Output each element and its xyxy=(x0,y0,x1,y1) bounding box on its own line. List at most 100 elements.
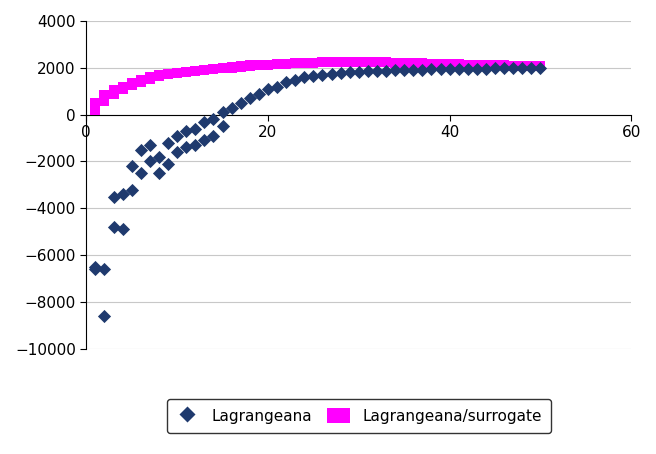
Point xyxy=(190,67,201,74)
Point xyxy=(236,99,246,107)
Point xyxy=(462,65,473,72)
Point xyxy=(117,84,128,91)
Point xyxy=(226,64,237,71)
Point xyxy=(354,58,364,65)
Point xyxy=(163,160,173,168)
Point xyxy=(136,169,146,177)
Point xyxy=(372,67,382,74)
Point xyxy=(154,169,164,177)
Point xyxy=(245,94,255,102)
Point xyxy=(363,59,373,66)
Point xyxy=(535,63,546,70)
Point xyxy=(144,74,155,81)
Point xyxy=(144,142,155,149)
Point xyxy=(290,60,300,67)
Point xyxy=(172,148,182,156)
Point xyxy=(408,59,419,67)
Point xyxy=(308,72,319,79)
Point xyxy=(462,61,473,68)
Legend: Lagrangeana, Lagrangeana/surrogate: Lagrangeana, Lagrangeana/surrogate xyxy=(167,399,551,433)
Point xyxy=(181,144,192,151)
Point xyxy=(262,61,273,69)
Point xyxy=(299,59,310,67)
Point xyxy=(535,64,546,72)
Point xyxy=(308,59,319,66)
Point xyxy=(254,90,264,97)
Point xyxy=(363,68,373,75)
Point xyxy=(344,69,355,76)
Point xyxy=(90,103,100,110)
Point xyxy=(208,65,218,73)
Point xyxy=(417,60,428,67)
Point xyxy=(90,263,100,271)
Point xyxy=(426,66,437,73)
Point xyxy=(199,137,210,144)
Point xyxy=(108,90,119,97)
Point xyxy=(99,97,110,104)
Point xyxy=(335,69,346,76)
Point xyxy=(154,72,164,79)
Point xyxy=(508,62,518,69)
Point xyxy=(217,64,228,72)
Point xyxy=(426,60,437,67)
Point xyxy=(245,62,255,69)
Point xyxy=(117,191,128,198)
Point xyxy=(136,146,146,153)
Point xyxy=(281,78,291,85)
Point xyxy=(517,64,527,72)
Point xyxy=(199,118,210,125)
Point xyxy=(163,70,173,77)
Point xyxy=(108,88,119,95)
Point xyxy=(272,61,282,68)
Point xyxy=(90,266,100,273)
Point xyxy=(108,223,119,231)
Point xyxy=(217,109,228,116)
Point xyxy=(172,69,182,76)
Point xyxy=(163,71,173,78)
Point xyxy=(399,67,409,74)
Point xyxy=(127,186,137,193)
Point xyxy=(490,65,501,72)
Point xyxy=(127,80,137,88)
Point xyxy=(444,60,455,68)
Point xyxy=(99,91,110,99)
Point xyxy=(472,65,482,72)
Point xyxy=(318,71,328,79)
Point xyxy=(290,59,300,67)
Point xyxy=(299,74,310,81)
Point xyxy=(136,77,146,84)
Point xyxy=(390,67,400,74)
Point xyxy=(517,62,527,69)
Point xyxy=(199,67,210,74)
Point xyxy=(372,59,382,66)
Point xyxy=(99,266,110,273)
Point xyxy=(380,67,391,74)
Point xyxy=(236,63,246,70)
Point xyxy=(508,64,518,72)
Point xyxy=(262,61,273,68)
Point xyxy=(181,69,192,76)
Point xyxy=(326,59,337,66)
Point xyxy=(481,61,491,69)
Point xyxy=(117,83,128,90)
Point xyxy=(226,64,237,71)
Point xyxy=(154,73,164,80)
Point xyxy=(318,59,328,66)
Point xyxy=(217,64,228,71)
Point xyxy=(499,64,510,72)
Point xyxy=(472,61,482,69)
Point xyxy=(490,62,501,69)
Point xyxy=(436,65,446,73)
Point xyxy=(90,99,100,107)
Point xyxy=(154,153,164,160)
Point xyxy=(245,62,255,69)
Point xyxy=(236,63,246,70)
Point xyxy=(526,63,537,70)
Point xyxy=(190,68,201,75)
Point xyxy=(117,85,128,93)
Point xyxy=(281,60,291,68)
Point xyxy=(199,66,210,74)
Point xyxy=(281,60,291,67)
Point xyxy=(208,116,218,123)
Point xyxy=(408,66,419,74)
